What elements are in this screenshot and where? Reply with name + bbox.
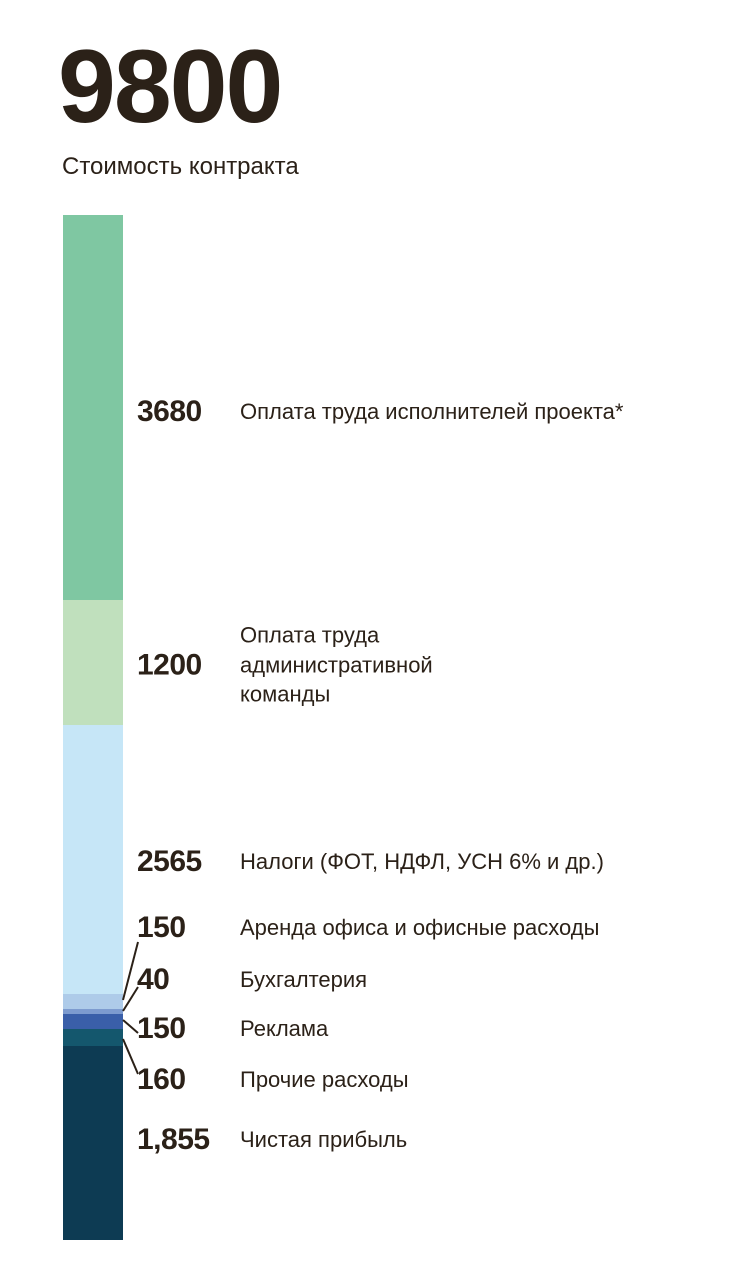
label-row-1: 1200 Оплата труда административной команд… [137, 620, 520, 709]
segment-value: 160 [137, 1063, 186, 1096]
bar-segment-6 [63, 1029, 123, 1046]
bar-segment-2 [63, 725, 123, 994]
label-row-6: 160 Прочие расходы [137, 1063, 409, 1097]
label-row-3: 150 Аренда офиса и офисные расходы [137, 911, 599, 945]
label-row-4: 40 Бухгалтерия [137, 963, 367, 997]
segment-label: Прочие расходы [240, 1067, 409, 1093]
bar-segment-4 [63, 1009, 123, 1014]
bar-segment-5 [63, 1013, 123, 1030]
segment-label: Бухгалтерия [240, 967, 368, 993]
segment-value: 1,855 [137, 1123, 210, 1156]
contract-subtitle: Стоимость контракта [62, 153, 299, 180]
segment-value: 150 [137, 1012, 186, 1045]
segment-value: 1200 [137, 648, 202, 681]
bar-segment-3 [63, 993, 123, 1010]
segment-label: Реклама [240, 1016, 329, 1042]
segment-value: 2565 [137, 845, 202, 878]
segment-label: Оплата труда исполнителей проекта* [240, 399, 624, 425]
label-row-5: 150 Реклама [137, 1012, 328, 1046]
segment-label: Оплата труда административной команды [240, 622, 433, 707]
bar-segment-1 [63, 599, 123, 726]
contract-total: 9800 [58, 29, 283, 145]
segment-value: 40 [137, 963, 170, 996]
bar-segment-7 [63, 1045, 123, 1240]
bar-segment-0 [63, 215, 123, 600]
label-row-0: 3680 Оплата труда исполнителей проекта* [137, 395, 623, 429]
segment-label: Аренда офиса и офисные расходы [240, 915, 600, 941]
label-row-2: 2565 Налоги (ФОТ, НДФЛ, УСН 6% и др.) [137, 845, 604, 879]
segment-label: Чистая прибыль [240, 1127, 408, 1153]
segment-value: 150 [137, 911, 186, 944]
stacked-bar [63, 215, 123, 1240]
segment-value: 3680 [137, 395, 202, 428]
segment-label: Налоги (ФОТ, НДФЛ, УСН 6% и др.) [240, 849, 604, 875]
label-row-7: 1,855 Чистая прибыль [137, 1123, 407, 1157]
